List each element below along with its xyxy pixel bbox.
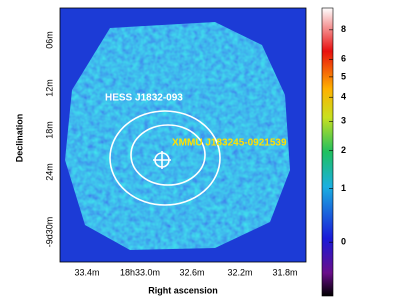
image-field bbox=[65, 22, 290, 250]
frame bbox=[59, 7, 307, 263]
x-tick-label: 33.4m bbox=[74, 267, 99, 277]
y-tick-label: -9d30m bbox=[44, 217, 54, 248]
colorbar-tick-label: 0 bbox=[341, 237, 346, 247]
y-tick-label: 18m bbox=[44, 121, 54, 139]
x-tick-label: 18h33.0m bbox=[120, 267, 160, 277]
colorbar-tick-label: 8 bbox=[341, 24, 346, 34]
source-label: XMMU J183245-0921539 bbox=[172, 138, 287, 149]
source-label: HESS J1832-093 bbox=[105, 93, 183, 104]
x-tick-label: 32.6m bbox=[179, 267, 204, 277]
x-tick-label: 31.8m bbox=[272, 267, 297, 277]
colorbar bbox=[321, 7, 334, 297]
colorbar-tick-label: 1 bbox=[341, 183, 346, 193]
colorbar-tick-label: 5 bbox=[341, 71, 346, 81]
y-tick-label: 12m bbox=[44, 79, 54, 97]
colorbar-tick-label: 3 bbox=[341, 116, 346, 126]
colorbar-tick-label: 6 bbox=[341, 54, 346, 64]
x-tick-label: 32.2m bbox=[227, 267, 252, 277]
y-tick-label: 06m bbox=[44, 31, 54, 49]
ticks: 33.4m 18h33.0m 32.6m 32.2m 31.8m 06m 12m 18m 24m… bbox=[44, 24, 346, 277]
y-tick-label: 24m bbox=[44, 163, 54, 181]
colorbar-tick-label: 2 bbox=[341, 145, 346, 155]
colorbar-tick-label: 4 bbox=[341, 92, 346, 102]
x-axis-label: Right ascension bbox=[148, 285, 218, 295]
contours bbox=[109, 110, 221, 206]
y-axis-label: Declination bbox=[14, 114, 24, 163]
